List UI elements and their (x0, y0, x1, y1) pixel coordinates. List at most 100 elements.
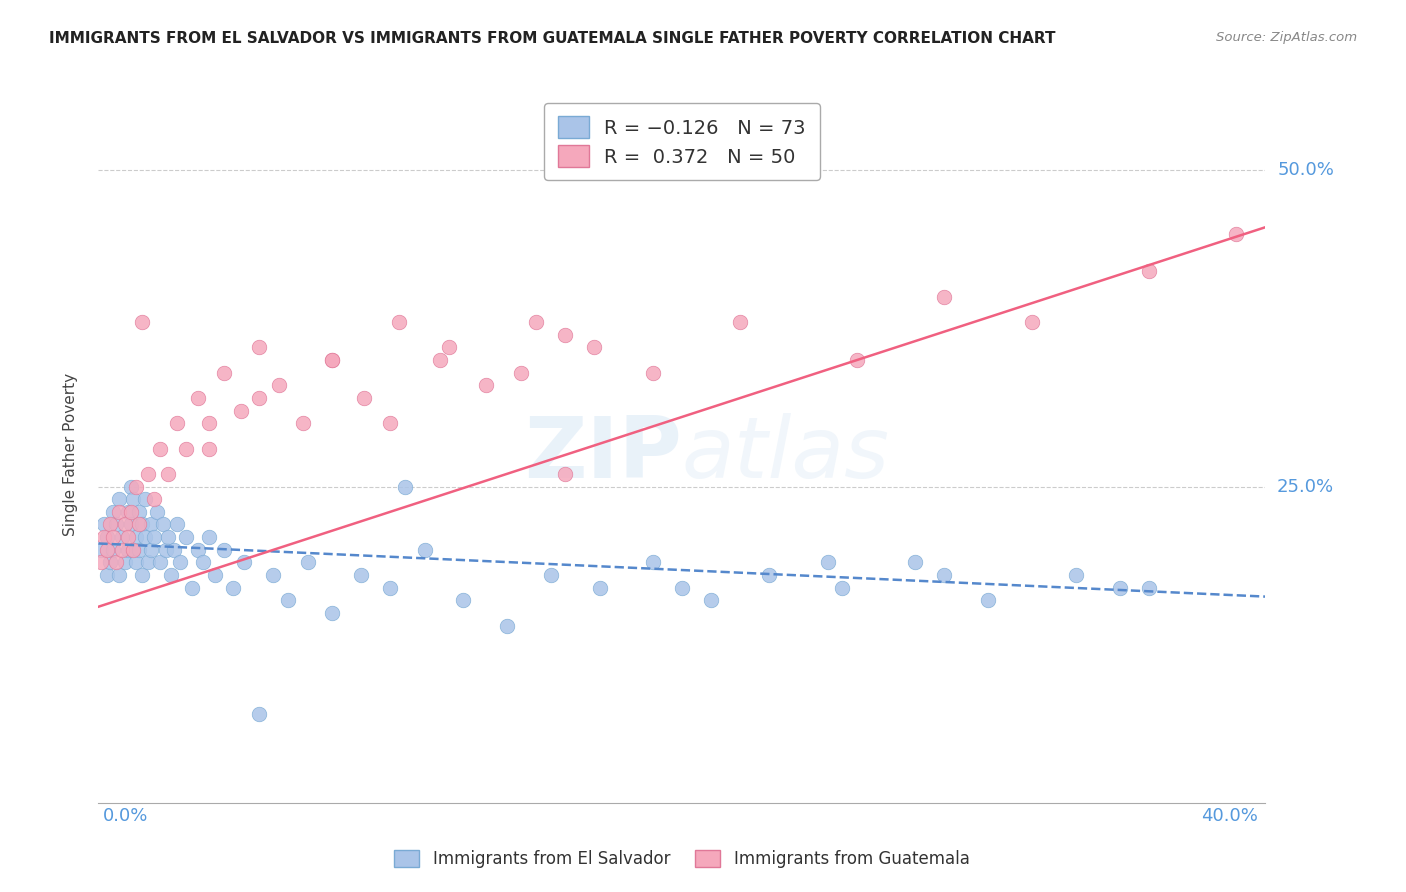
Point (198, 530, 221, 544)
Point (437, 340, 460, 354)
Point (111, 530, 134, 544)
Point (98, 556, 121, 570)
Point (117, 542, 139, 557)
Point (104, 517, 127, 532)
Point (122, 492, 145, 507)
Point (131, 517, 153, 532)
Y-axis label: Single Father Poverty: Single Father Poverty (63, 374, 77, 536)
Point (977, 593, 1000, 607)
Point (166, 517, 188, 532)
Point (157, 467, 180, 481)
Point (221, 581, 243, 595)
Point (247, 707, 270, 722)
Point (169, 556, 191, 570)
Point (90, 556, 112, 570)
Point (155, 542, 177, 557)
Point (394, 479, 416, 493)
Point (510, 366, 533, 380)
Point (128, 542, 150, 557)
Point (101, 505, 124, 519)
Point (353, 391, 375, 405)
Point (1021, 315, 1043, 329)
Text: 25.0%: 25.0% (1277, 477, 1334, 496)
Point (134, 530, 156, 544)
Point (93, 530, 115, 544)
Point (131, 315, 153, 329)
Point (388, 315, 411, 329)
Point (152, 517, 174, 532)
Point (904, 556, 927, 570)
Point (114, 517, 136, 532)
Text: atlas: atlas (682, 413, 890, 497)
Point (817, 556, 839, 570)
Point (641, 366, 664, 380)
Point (111, 542, 134, 557)
Point (231, 403, 253, 417)
Point (139, 542, 162, 557)
Point (174, 442, 197, 456)
Point (475, 378, 498, 392)
Point (1108, 581, 1130, 595)
Point (160, 568, 183, 582)
Point (671, 581, 693, 595)
Point (204, 568, 226, 582)
Text: 0.0%: 0.0% (103, 807, 148, 825)
Point (583, 340, 606, 354)
Point (122, 542, 145, 557)
Point (262, 568, 284, 582)
Point (117, 505, 139, 519)
Point (212, 366, 235, 380)
Text: 50.0%: 50.0% (1277, 161, 1334, 179)
Point (1137, 264, 1160, 278)
Text: Source: ZipAtlas.com: Source: ZipAtlas.com (1216, 31, 1357, 45)
Point (108, 505, 131, 519)
Point (120, 505, 142, 519)
Point (247, 391, 270, 405)
Point (212, 542, 235, 557)
Point (198, 442, 221, 456)
Point (277, 593, 299, 607)
Point (1225, 227, 1247, 241)
Point (845, 353, 868, 368)
Point (378, 417, 402, 431)
Point (120, 517, 142, 532)
Point (166, 417, 188, 431)
Point (321, 353, 343, 368)
Point (589, 581, 612, 595)
Point (540, 568, 562, 582)
Text: ZIP: ZIP (524, 413, 682, 497)
Point (125, 556, 148, 570)
Point (128, 505, 150, 519)
Point (142, 530, 165, 544)
Point (413, 542, 436, 557)
Point (90, 542, 112, 557)
Point (233, 556, 256, 570)
Point (101, 542, 124, 557)
Point (93, 517, 115, 532)
Point (297, 556, 319, 570)
Point (122, 542, 145, 557)
Point (198, 417, 221, 431)
Point (128, 517, 150, 532)
Point (728, 315, 751, 329)
Point (149, 442, 172, 456)
Point (96, 530, 118, 544)
Point (187, 391, 209, 405)
Point (104, 556, 127, 570)
Point (350, 568, 373, 582)
Point (495, 618, 517, 632)
Point (142, 492, 165, 507)
Point (136, 556, 159, 570)
Point (117, 530, 139, 544)
Point (114, 556, 136, 570)
Point (451, 593, 474, 607)
Point (934, 290, 956, 304)
Point (429, 353, 451, 368)
Point (378, 581, 402, 595)
Point (758, 568, 780, 582)
Point (108, 568, 131, 582)
Point (934, 568, 956, 582)
Legend: Immigrants from El Salvador, Immigrants from Guatemala: Immigrants from El Salvador, Immigrants … (388, 843, 976, 874)
Point (269, 378, 291, 392)
Point (139, 517, 162, 532)
